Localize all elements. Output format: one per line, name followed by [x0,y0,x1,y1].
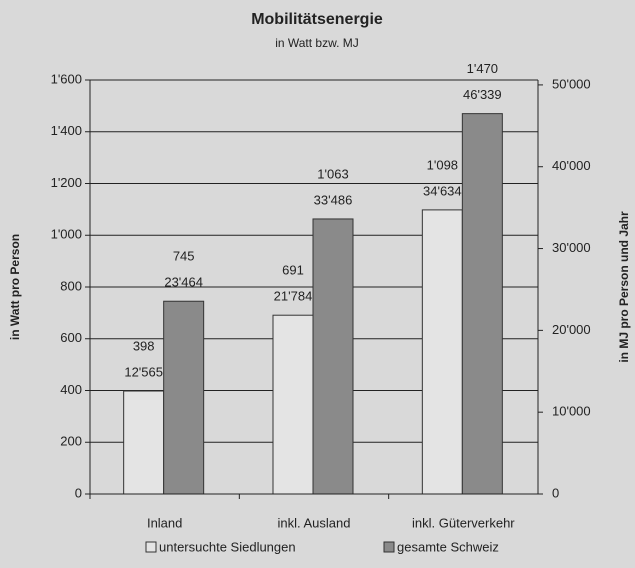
y-tick-label: 0 [75,485,82,500]
value-label: 398 [133,338,155,353]
bar [312,218,354,495]
x-tick-label: Inland [147,515,182,530]
value-label: 1'470 [467,61,498,76]
y2-value-label: 34'634 [423,183,462,198]
y-tick-label: 1'000 [51,227,82,242]
x-tick-label: inkl. Güterverkehr [412,515,515,530]
y-tick-label: 200 [60,434,82,449]
y2-tick-label: 0 [552,485,559,500]
bar [272,314,314,495]
y2-tick-label: 20'000 [552,322,591,337]
y-tick-label: 1'400 [51,123,82,138]
y2-value-label: 23'464 [164,275,203,290]
y-axis-title: in Watt pro Person [8,234,22,340]
y-tick-label: 1'200 [51,175,82,190]
value-label: 745 [173,249,195,264]
y-tick-label: 400 [60,382,82,397]
y-tick-label: 600 [60,330,82,345]
legend-label: untersuchte Siedlungen [159,539,296,554]
y2-value-label: 33'486 [314,192,353,207]
chart-title: Mobilitätsenergie [251,11,383,28]
y2-value-label: 12'565 [124,364,163,379]
bar [421,209,463,495]
y2-value-label: 46'339 [463,87,502,102]
legend-label: gesamte Schweiz [397,539,499,554]
bar [461,113,503,495]
y-tick-label: 800 [60,278,82,293]
y2-tick-label: 50'000 [552,76,591,91]
legend-swatch [145,541,157,553]
y2-tick-label: 40'000 [552,158,591,173]
value-label: 1'098 [427,157,458,172]
bar [163,300,205,495]
value-label: 1'063 [317,166,348,181]
y2-tick-label: 10'000 [552,404,591,419]
bar [123,390,165,495]
legend-swatch [383,541,395,553]
y2-tick-label: 30'000 [552,240,591,255]
x-tick-label: inkl. Ausland [278,515,351,530]
y-tick-label: 1'600 [51,71,82,86]
y2-axis-title: in MJ pro Person und Jahr [617,211,631,363]
value-label: 691 [282,263,304,278]
y2-value-label: 21'784 [274,289,313,304]
chart-subtitle: in Watt bzw. MJ [275,36,359,50]
